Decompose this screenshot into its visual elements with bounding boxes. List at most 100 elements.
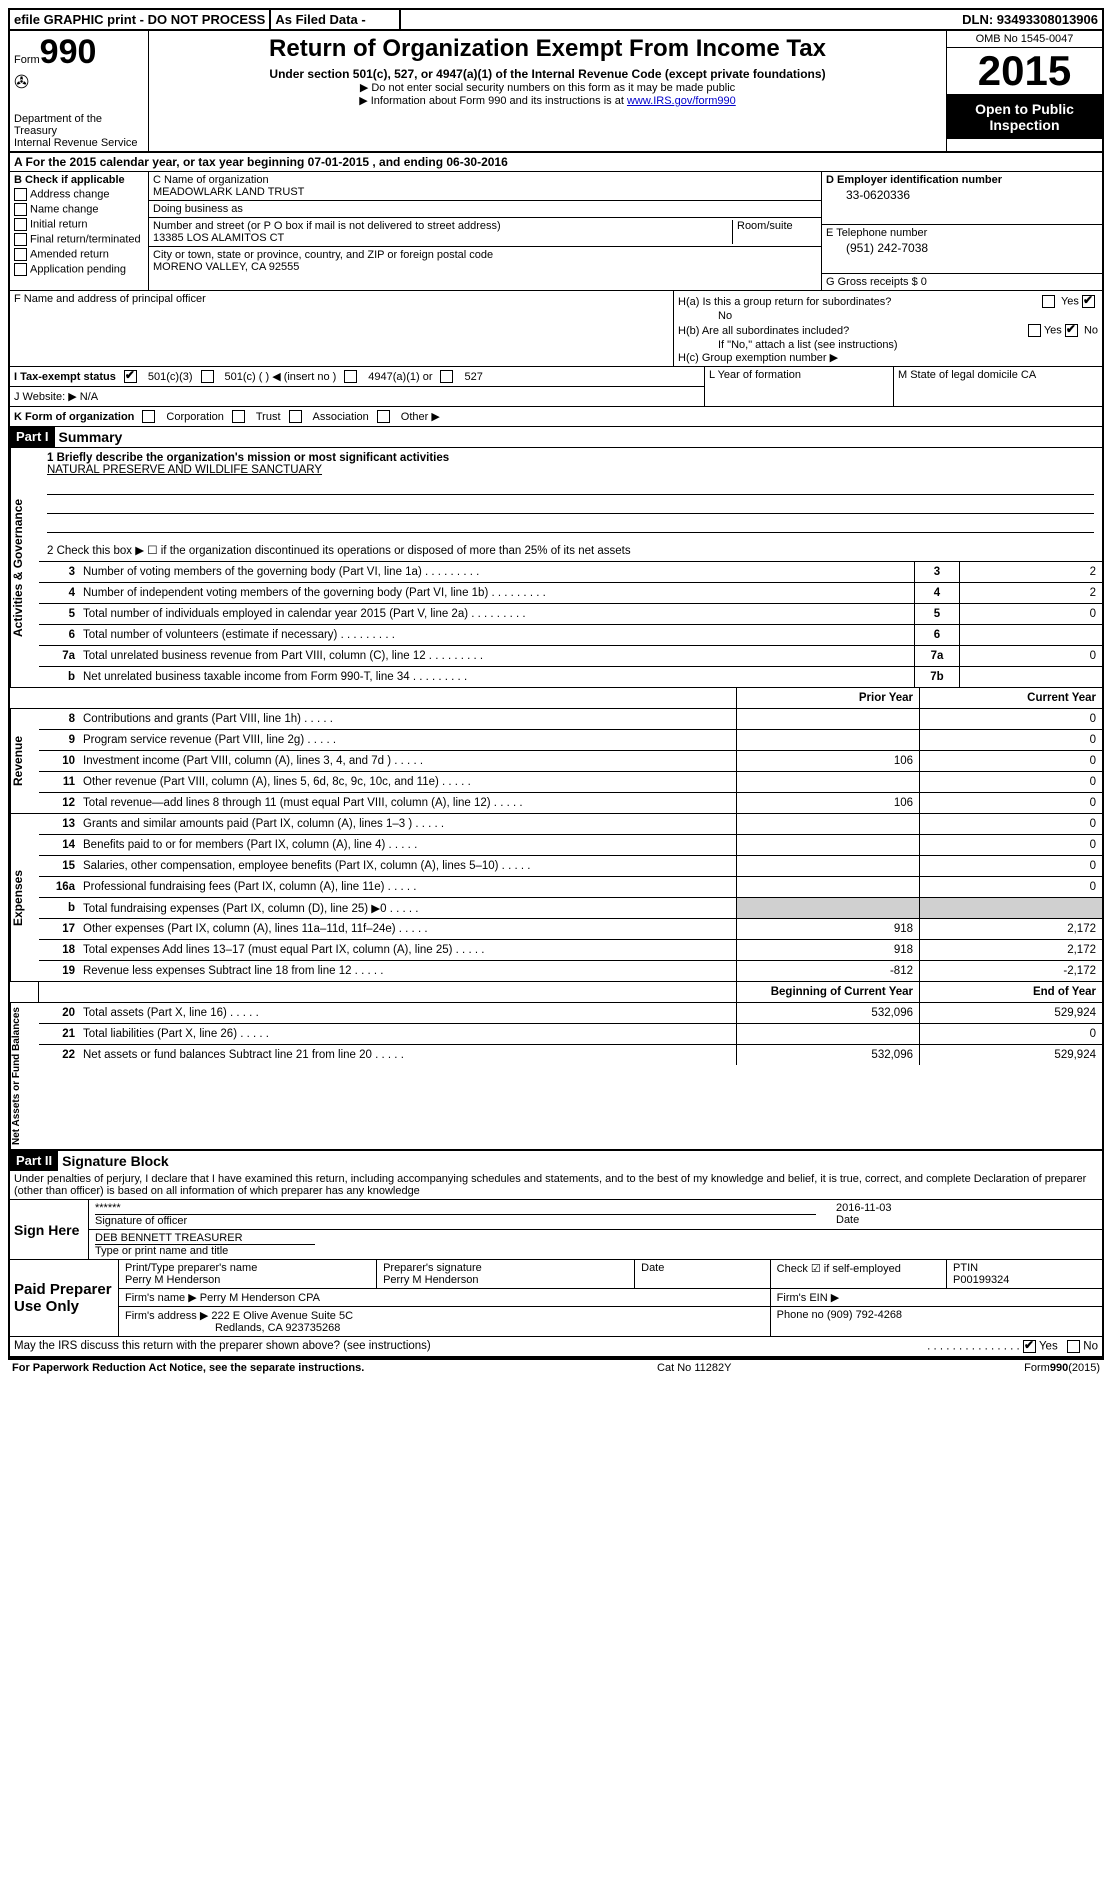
hc-label: H(c) Group exemption number ▶ bbox=[678, 351, 1098, 364]
summary-line: 7a Total unrelated business revenue from… bbox=[39, 646, 1102, 667]
mission-blank-line bbox=[47, 516, 1094, 533]
form-number-block: Form990 bbox=[14, 33, 144, 72]
omb-number: OMB No 1545-0047 bbox=[947, 31, 1102, 48]
col-c: C Name of organization MEADOWLARK LAND T… bbox=[149, 172, 822, 290]
hb-label: H(b) Are all subordinates included? bbox=[678, 325, 849, 337]
checkbox-icon[interactable] bbox=[440, 370, 453, 383]
note2-prefix: ▶ Information about Form 990 and its ins… bbox=[359, 95, 627, 107]
room-label: Room/suite bbox=[733, 220, 817, 244]
summary-line: 4 Number of independent voting members o… bbox=[39, 583, 1102, 604]
self-employed: Check ☑ if self-employed bbox=[771, 1260, 947, 1288]
firm-addr2: Redlands, CA 923735268 bbox=[125, 1322, 340, 1334]
row-l: L Year of formation bbox=[705, 367, 894, 406]
efile-notice: efile GRAPHIC print - DO NOT PROCESS bbox=[10, 10, 271, 29]
dept-treasury: Department of the Treasury bbox=[14, 113, 144, 137]
expenses-content: 13 Grants and similar amounts paid (Part… bbox=[39, 814, 1102, 981]
checkbox-icon[interactable] bbox=[14, 233, 27, 246]
summary-line: 15 Salaries, other compensation, employe… bbox=[39, 856, 1102, 877]
form-subtitle: Under section 501(c), 527, or 4947(a)(1)… bbox=[157, 67, 938, 81]
header-right: OMB No 1545-0047 2015 Open to Public Ins… bbox=[946, 31, 1102, 151]
irs-link[interactable]: www.IRS.gov/form990 bbox=[627, 95, 736, 107]
current-year-hdr: Current Year bbox=[919, 688, 1102, 708]
prep-date-label: Date bbox=[635, 1260, 771, 1288]
hb-options: Yes No bbox=[1028, 324, 1098, 337]
dba-label: Doing business as bbox=[153, 203, 817, 215]
top-blank bbox=[401, 10, 958, 29]
ha-options: Yes bbox=[1042, 295, 1098, 308]
ein-value: 33-0620336 bbox=[826, 188, 1098, 202]
org-name: MEADOWLARK LAND TRUST bbox=[153, 186, 817, 198]
summary-line: 21 Total liabilities (Part X, line 26) .… bbox=[39, 1024, 1102, 1045]
chk-initial-return: Initial return bbox=[14, 218, 144, 231]
checkbox-icon[interactable] bbox=[14, 218, 27, 231]
mission-blank-line bbox=[47, 497, 1094, 514]
row-i-label: I Tax-exempt status bbox=[14, 371, 116, 383]
summary-line: 5 Total number of individuals employed i… bbox=[39, 604, 1102, 625]
form-container: efile GRAPHIC print - DO NOT PROCESS As … bbox=[8, 8, 1104, 1360]
checkbox-checked-icon[interactable] bbox=[1082, 295, 1095, 308]
phone-value: (951) 242-7038 bbox=[826, 241, 1098, 255]
firm-addr1: 222 E Olive Avenue Suite 5C bbox=[211, 1310, 353, 1322]
checkbox-icon[interactable] bbox=[344, 370, 357, 383]
form-note2: ▶ Information about Form 990 and its ins… bbox=[157, 94, 938, 107]
paid-preparer-label: Paid Preparer Use Only bbox=[10, 1260, 119, 1336]
summary-line: 3 Number of voting members of the govern… bbox=[39, 562, 1102, 583]
ha-no: No bbox=[678, 310, 1098, 322]
part1-tag: Part I bbox=[10, 427, 55, 447]
street-label: Number and street (or P O box if mail is… bbox=[153, 220, 728, 232]
checkbox-checked-icon[interactable] bbox=[1023, 1340, 1036, 1353]
revenue-section: Revenue 8 Contributions and grants (Part… bbox=[10, 709, 1102, 813]
checkbox-icon[interactable] bbox=[201, 370, 214, 383]
checkbox-icon[interactable] bbox=[1067, 1340, 1080, 1353]
col-f: F Name and address of principal officer bbox=[10, 291, 674, 366]
chk-application-pending: Application pending bbox=[14, 263, 144, 276]
checkbox-icon[interactable] bbox=[377, 410, 390, 423]
summary-line: b Net unrelated business taxable income … bbox=[39, 667, 1102, 687]
form-number: 990 bbox=[40, 33, 97, 71]
checkbox-checked-icon[interactable] bbox=[1065, 324, 1078, 337]
row-a: A For the 2015 calendar year, or tax yea… bbox=[10, 153, 1102, 172]
header-left: Form990 ✇ Department of the Treasury Int… bbox=[10, 31, 149, 151]
ptin-label: PTIN bbox=[953, 1262, 1096, 1274]
chk-final-return: Final return/terminated bbox=[14, 233, 144, 246]
ha-label: H(a) Is this a group return for subordin… bbox=[678, 296, 891, 308]
phone-cell: E Telephone number (951) 242-7038 bbox=[822, 225, 1102, 274]
date-label: Date bbox=[836, 1214, 1096, 1226]
officer-label: Type or print name and title bbox=[95, 1245, 228, 1257]
col-b-title: B Check if applicable bbox=[14, 174, 144, 186]
checkbox-icon[interactable] bbox=[14, 188, 27, 201]
checkbox-icon[interactable] bbox=[14, 203, 27, 216]
top-bar: efile GRAPHIC print - DO NOT PROCESS As … bbox=[10, 10, 1102, 31]
checkbox-icon[interactable] bbox=[14, 263, 27, 276]
checkbox-icon[interactable] bbox=[232, 410, 245, 423]
prep-sig-label: Preparer's signature bbox=[383, 1262, 628, 1274]
checkbox-icon[interactable] bbox=[289, 410, 302, 423]
row-k: K Form of organization Corporation Trust… bbox=[10, 407, 1102, 427]
firm-phone: Phone no (909) 792-4268 bbox=[771, 1307, 1102, 1336]
gross-receipts-cell: G Gross receipts $ 0 bbox=[822, 274, 1102, 290]
footer-mid: Cat No 11282Y bbox=[657, 1362, 731, 1374]
expenses-section: Expenses 13 Grants and similar amounts p… bbox=[10, 813, 1102, 981]
summary-line: 16a Professional fundraising fees (Part … bbox=[39, 877, 1102, 898]
checkbox-icon[interactable] bbox=[142, 410, 155, 423]
signature-label: Signature of officer bbox=[95, 1215, 816, 1227]
col-h: H(a) Is this a group return for subordin… bbox=[674, 291, 1102, 366]
summary-line: 17 Other expenses (Part IX, column (A), … bbox=[39, 919, 1102, 940]
firm-ein: Firm's EIN ▶ bbox=[771, 1289, 1102, 1306]
ptin-value: P00199324 bbox=[953, 1274, 1096, 1286]
sign-here-label: Sign Here bbox=[10, 1200, 89, 1259]
dln: DLN: 93493308013906 bbox=[958, 10, 1102, 29]
form-note1: ▶ Do not enter social security numbers o… bbox=[157, 81, 938, 94]
header-middle: Return of Organization Exempt From Incom… bbox=[149, 31, 946, 151]
summary-line: b Total fundraising expenses (Part IX, c… bbox=[39, 898, 1102, 919]
checkbox-checked-icon[interactable] bbox=[124, 370, 137, 383]
beginning-year-hdr: Beginning of Current Year bbox=[736, 982, 919, 1002]
checkbox-icon[interactable] bbox=[1028, 324, 1041, 337]
summary-line: 13 Grants and similar amounts paid (Part… bbox=[39, 814, 1102, 835]
row-j: J Website: ▶ N/A bbox=[10, 387, 704, 406]
checkbox-icon[interactable] bbox=[1042, 295, 1055, 308]
city-label: City or town, state or province, country… bbox=[153, 249, 817, 261]
street-value: 13385 LOS ALAMITOS CT bbox=[153, 232, 728, 244]
row-m: M State of legal domicile CA bbox=[894, 367, 1102, 406]
checkbox-icon[interactable] bbox=[14, 248, 27, 261]
